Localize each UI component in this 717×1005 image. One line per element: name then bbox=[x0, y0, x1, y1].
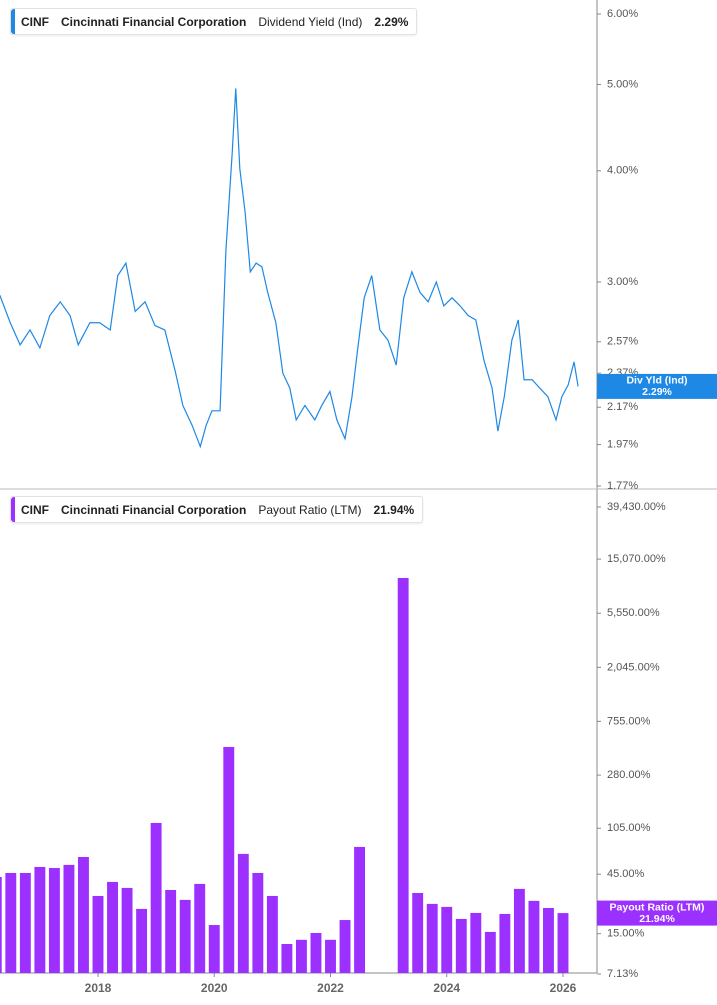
axis-tag: Payout Ratio (LTM) bbox=[610, 901, 705, 913]
bar bbox=[208, 925, 220, 973]
bar bbox=[339, 920, 351, 973]
y-tick-label: 1.77% bbox=[607, 480, 638, 492]
plot-area bbox=[0, 577, 569, 973]
bar bbox=[252, 872, 264, 973]
bar bbox=[310, 932, 322, 973]
bar bbox=[426, 903, 438, 973]
ticker: CINF bbox=[21, 502, 49, 517]
metric: Payout Ratio (LTM) bbox=[258, 502, 362, 517]
x-tick-label: 2024 bbox=[433, 981, 460, 995]
ticker: CINF bbox=[21, 14, 49, 29]
bar bbox=[412, 892, 424, 973]
y-tick-label: 15.00% bbox=[607, 928, 645, 940]
bar bbox=[513, 888, 525, 973]
x-tick-label: 2026 bbox=[550, 981, 577, 995]
bar bbox=[237, 853, 249, 973]
bar bbox=[48, 868, 60, 973]
bar bbox=[78, 856, 89, 973]
y-tick-label: 4.00% bbox=[607, 165, 638, 177]
x-tick-label: 2020 bbox=[201, 981, 228, 995]
bar bbox=[107, 881, 118, 973]
bar bbox=[0, 877, 2, 973]
axis-tag-value: 2.29% bbox=[642, 386, 672, 398]
bar bbox=[484, 931, 496, 973]
bar bbox=[150, 822, 162, 973]
axes: 6.00%5.00%4.00%3.00%2.57%2.37%2.17%1.97%… bbox=[85, 8, 717, 995]
y-tick-label: 45.00% bbox=[607, 868, 645, 880]
line bbox=[0, 88, 579, 449]
bar bbox=[295, 939, 307, 973]
metric: Dividend Yield (Ind) bbox=[258, 14, 363, 29]
y-tick-label: 6.00% bbox=[607, 8, 638, 20]
y-tick-label: 7.13% bbox=[607, 968, 638, 980]
bar bbox=[499, 913, 511, 973]
y-tick-label: 15,070.00% bbox=[607, 553, 666, 565]
bar bbox=[325, 939, 336, 973]
y-tick-label: 2.57% bbox=[607, 336, 638, 348]
y-tick-label: 39,430.00% bbox=[607, 501, 666, 513]
current-value: 2.29% bbox=[374, 14, 409, 29]
bar bbox=[63, 864, 75, 973]
bar bbox=[470, 912, 482, 973]
y-tick-label: 3.00% bbox=[607, 276, 638, 288]
bar bbox=[223, 746, 235, 973]
bar bbox=[92, 895, 104, 973]
bar bbox=[455, 918, 467, 973]
bar bbox=[543, 908, 554, 973]
bar bbox=[528, 900, 540, 973]
y-tick-label: 5,550.00% bbox=[607, 607, 660, 619]
axis-tag: Div Yld (Ind) bbox=[626, 375, 687, 387]
x-tick-label: 2022 bbox=[317, 981, 344, 995]
y-tick-label: 5.00% bbox=[607, 78, 638, 90]
y-tick-label: 755.00% bbox=[607, 715, 651, 727]
y-tick-label: 2,045.00% bbox=[607, 661, 660, 673]
chart-header: CINF Cincinnati Financial Corporation Pa… bbox=[10, 496, 424, 523]
bar bbox=[281, 944, 293, 973]
bar bbox=[194, 883, 206, 973]
current-value-tag bbox=[597, 373, 717, 399]
y-tick-label: 280.00% bbox=[607, 769, 651, 781]
bar bbox=[441, 906, 453, 973]
bar bbox=[397, 577, 409, 973]
current-value: 21.94% bbox=[373, 502, 415, 517]
bar bbox=[557, 913, 569, 973]
plot-area bbox=[0, 88, 579, 449]
y-tick-label: 2.17% bbox=[607, 401, 638, 413]
chart-header: CINF Cincinnati Financial Corporation Di… bbox=[10, 8, 418, 35]
bar bbox=[179, 899, 191, 973]
company: Cincinnati Financial Corporation bbox=[61, 14, 247, 29]
bar bbox=[19, 872, 31, 973]
bar bbox=[354, 846, 366, 973]
bar bbox=[266, 895, 278, 973]
bar bbox=[121, 887, 133, 973]
x-tick-label: 2018 bbox=[85, 981, 112, 995]
bar bbox=[34, 866, 46, 973]
axis-tag-value: 21.94% bbox=[639, 913, 675, 925]
y-tick-label: 1.97% bbox=[607, 439, 638, 451]
company: Cincinnati Financial Corporation bbox=[61, 502, 247, 517]
bar bbox=[5, 872, 17, 973]
bar bbox=[165, 889, 177, 973]
bar bbox=[136, 908, 148, 973]
current-value-tag bbox=[597, 900, 717, 926]
y-tick-label: 105.00% bbox=[607, 822, 651, 834]
